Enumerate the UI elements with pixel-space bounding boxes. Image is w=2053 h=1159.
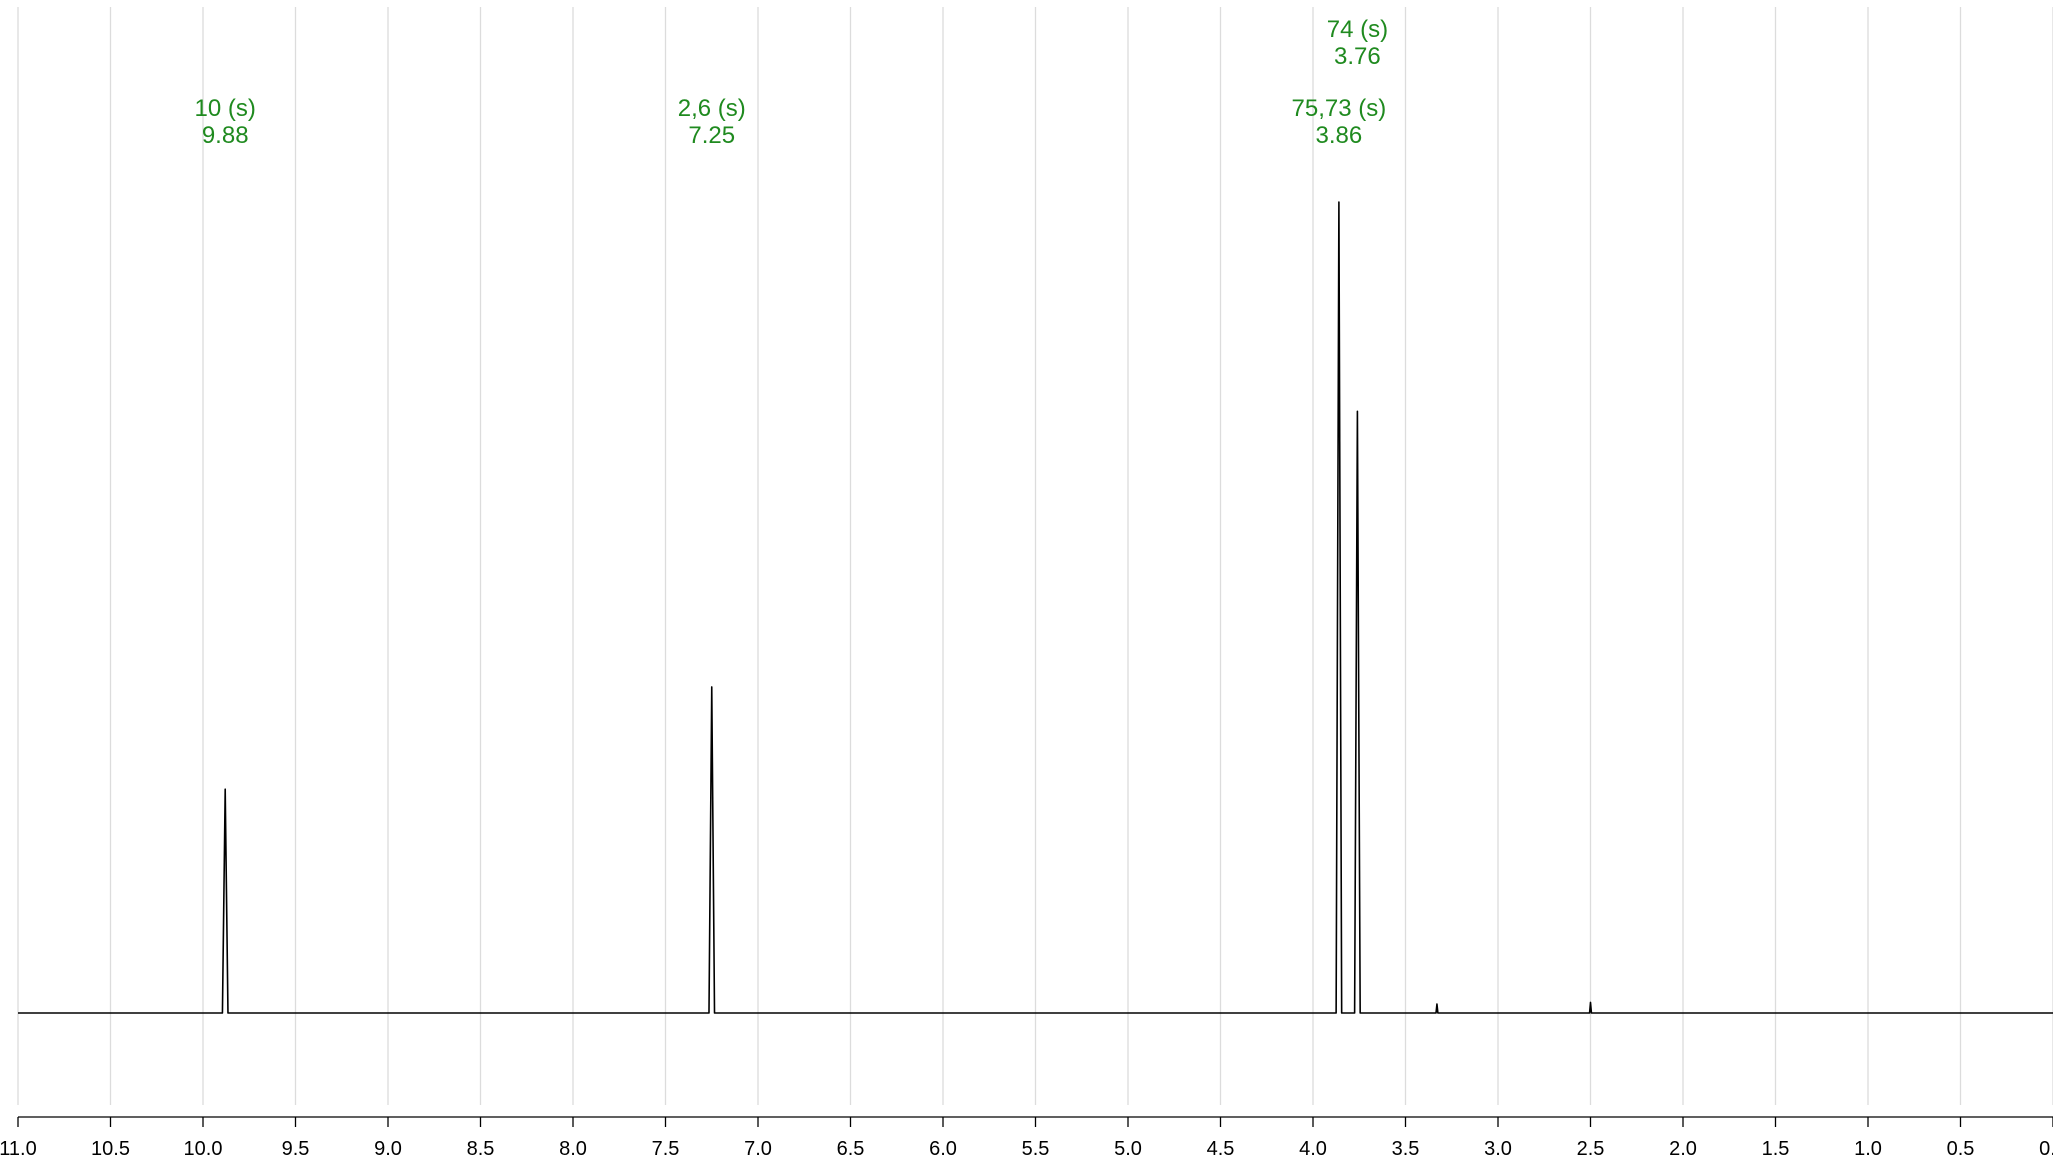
x-tick-label: 9.5 xyxy=(282,1138,310,1159)
x-tick-label: 3.0 xyxy=(1484,1138,1512,1159)
x-tick-label: 5.0 xyxy=(1114,1138,1142,1159)
peak-label: 10 (s) xyxy=(195,95,256,122)
x-tick-label: 2.5 xyxy=(1577,1138,1605,1159)
x-tick-label: 6.5 xyxy=(837,1138,865,1159)
peak-shift: 3.76 xyxy=(1334,43,1381,70)
peak-label: 74 (s) xyxy=(1327,16,1388,43)
x-tick-label: 2.0 xyxy=(1669,1138,1697,1159)
x-tick-label: 7.0 xyxy=(744,1138,772,1159)
peak-shift: 9.88 xyxy=(202,122,249,149)
x-tick-label: 6.0 xyxy=(929,1138,957,1159)
x-tick-label: 8.0 xyxy=(559,1138,587,1159)
x-tick-label: 11.0 xyxy=(0,1138,37,1159)
x-tick-label: 5.5 xyxy=(1022,1138,1050,1159)
peak-shift: 3.86 xyxy=(1316,122,1363,149)
x-tick-label: 10.0 xyxy=(184,1138,223,1159)
x-tick-label: 1.5 xyxy=(1762,1138,1790,1159)
x-tick-label: 7.5 xyxy=(652,1138,680,1159)
x-tick-label: 4.0 xyxy=(1299,1138,1327,1159)
x-tick-label: 0.0 xyxy=(2039,1138,2053,1159)
x-tick-label: 1.0 xyxy=(1854,1138,1882,1159)
peak-label: 2,6 (s) xyxy=(678,95,746,122)
x-tick-label: 0.5 xyxy=(1947,1138,1975,1159)
peak-shift: 7.25 xyxy=(688,122,735,149)
x-tick-label: 8.5 xyxy=(467,1138,495,1159)
x-tick-label: 4.5 xyxy=(1207,1138,1235,1159)
peak-label: 75,73 (s) xyxy=(1292,95,1387,122)
spectrum-line xyxy=(18,201,2053,1014)
x-tick-label: 9.0 xyxy=(374,1138,402,1159)
x-tick-label: 3.5 xyxy=(1392,1138,1420,1159)
x-tick-label: 10.5 xyxy=(91,1138,130,1159)
